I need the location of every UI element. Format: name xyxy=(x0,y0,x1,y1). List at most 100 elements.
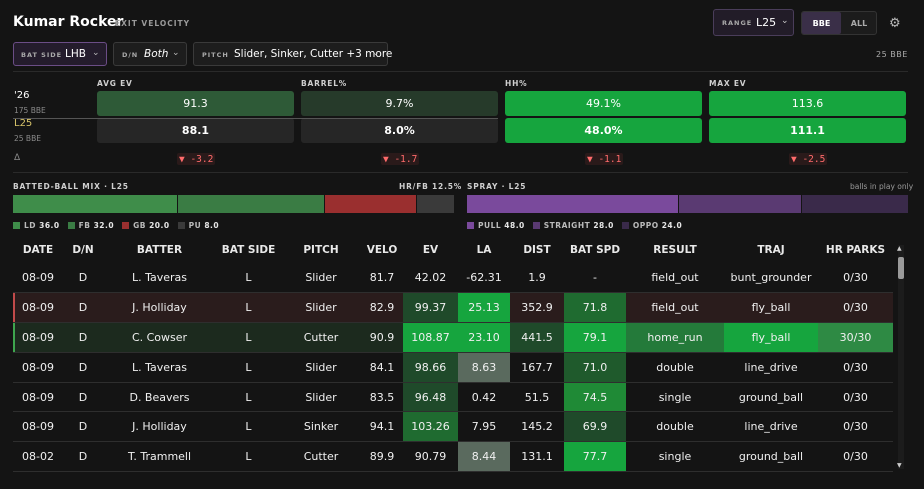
legend-label: OPPO xyxy=(632,221,662,230)
cell-hr-parks: 0/30 xyxy=(818,441,893,473)
mix-segment-ld xyxy=(13,195,177,213)
cell-traj: line_drive xyxy=(724,352,818,383)
divider xyxy=(13,172,908,173)
toggle-all[interactable]: ALL xyxy=(850,18,868,28)
cell-batter: L. Taveras xyxy=(103,352,216,383)
legend-swatch xyxy=(13,222,20,229)
bat-side-filter[interactable]: BAT SIDE LHB ⌄ xyxy=(13,42,107,66)
column-header-date[interactable]: DATE xyxy=(22,244,54,256)
table-row[interactable]: 08-09 D L. Taveras L Slider 84.1 98.66 8.63 167.… xyxy=(13,352,893,383)
cell-traj: ground_ball xyxy=(724,382,818,413)
cell-traj: line_drive xyxy=(724,411,818,443)
cell-result: single xyxy=(626,441,724,473)
toggle-bbe[interactable]: BBE xyxy=(802,12,841,34)
cell-ev: 99.37 xyxy=(403,292,458,324)
column-header-d-n[interactable]: D/N xyxy=(72,244,94,256)
table-header: DATE D/N BATTER BAT SIDE PITCH VELO EV LA DIST BA… xyxy=(13,237,893,263)
legend-value: 32.0 xyxy=(93,221,115,230)
avg-ev-delta: ▼ -3.2 xyxy=(177,153,216,165)
column-header-dist[interactable]: DIST xyxy=(523,244,551,256)
cell-ev: 98.66 xyxy=(403,352,458,383)
season-bbe-count: 175 BBE xyxy=(14,106,46,115)
gear-icon[interactable]: ⚙ xyxy=(889,16,901,31)
chevron-down-icon: ⌄ xyxy=(372,48,380,58)
mix-legend-item: FB 32.0 xyxy=(67,221,115,230)
cell-ev: 103.26 xyxy=(403,411,458,443)
column-header-hr-parks[interactable]: HR PARKS xyxy=(825,244,886,256)
column-header-batter[interactable]: BATTER xyxy=(136,244,183,256)
recent-bbe-count: 25 BBE xyxy=(14,134,41,143)
scroll-up-icon[interactable]: ▲ xyxy=(897,245,902,252)
scroll-down-icon[interactable]: ▼ xyxy=(897,462,902,469)
cell-ev: 96.48 xyxy=(403,382,458,413)
cell-la: 0.42 xyxy=(458,382,510,413)
table-row[interactable]: 08-02 D T. Trammell L Cutter 89.9 90.79 8.44 131… xyxy=(13,441,893,473)
barrel-heading: BARREL% xyxy=(301,79,348,88)
legend-value: 48.0 xyxy=(504,221,525,230)
table-row[interactable]: 08-09 D J. Holliday L Slider 82.9 99.37 25.13 35… xyxy=(13,292,893,324)
table-row[interactable]: 08-09 D D. Beavers L Slider 83.5 96.48 0.42 51.5… xyxy=(13,382,893,413)
filter-value: Both xyxy=(144,48,169,60)
cell-traj: fly_ball xyxy=(724,292,818,324)
cell-bat-spd: 71.0 xyxy=(564,352,626,383)
max-ev-delta: ▼ -2.5 xyxy=(789,153,828,165)
column-header-bat-side[interactable]: BAT SIDE xyxy=(221,244,276,256)
chevron-down-icon: ⌄ xyxy=(172,48,180,58)
cell-pitch: Slider xyxy=(281,352,361,383)
cell-result: single xyxy=(626,382,724,413)
cell-batter: L. Taveras xyxy=(103,263,216,294)
cell-bat-side: L xyxy=(216,382,281,413)
filter-value: LHB xyxy=(65,48,86,60)
avg-ev-season-value: 91.3 xyxy=(97,91,294,116)
delta-symbol: Δ xyxy=(14,153,21,163)
legend-swatch xyxy=(177,222,185,229)
cell-dist: 352.9 xyxy=(510,292,564,324)
cell-bat-spd: 79.1 xyxy=(564,322,626,353)
legend-value: 36.0 xyxy=(39,221,60,230)
cell-dist: 131.1 xyxy=(510,441,564,473)
cell-d-n: D xyxy=(63,441,103,473)
avg-ev-heading: AVG EV xyxy=(97,79,133,88)
barrel-season-value: 9.7% xyxy=(301,91,498,116)
hr-fb-rate: HR/FB 12.5% xyxy=(399,182,463,191)
scrollbar-track[interactable] xyxy=(898,245,904,469)
cell-bat-spd: 71.8 xyxy=(564,292,626,324)
column-header-pitch[interactable]: PITCH xyxy=(303,244,339,256)
range-select[interactable]: RANGE L25 ⌄ xyxy=(713,9,794,36)
cell-pitch: Slider xyxy=(281,263,361,294)
column-header-traj[interactable]: TRAJ xyxy=(757,244,785,256)
table-row[interactable]: 08-09 D C. Cowser L Cutter 90.9 108.87 23.10 441… xyxy=(13,322,893,353)
mix-legend-item: LD 36.0 xyxy=(13,221,60,230)
cell-ev: 90.79 xyxy=(403,441,458,473)
mix-segment-gb xyxy=(325,195,416,213)
cell-date: 08-09 xyxy=(13,322,63,353)
table-row[interactable]: 08-09 D J. Holliday L Sinker 94.1 103.26 7.95 14… xyxy=(13,411,893,443)
spray-segment-straight xyxy=(679,195,801,213)
cell-d-n: D xyxy=(63,411,103,443)
bbe-count: 25 BBE xyxy=(876,50,908,59)
column-header-ev[interactable]: EV xyxy=(422,244,439,256)
column-header-result[interactable]: RESULT xyxy=(653,244,697,256)
table-row[interactable]: 08-09 D L. Taveras L Slider 81.7 42.02 -62.31 1.… xyxy=(13,263,893,294)
day-night-filter[interactable]: D/N Both ⌄ xyxy=(113,42,187,66)
scrollbar[interactable]: ▲ ▼ xyxy=(897,245,905,470)
mix-segment-fb xyxy=(178,195,324,213)
cell-hr-parks: 30/30 xyxy=(818,322,893,353)
barrel-recent-value: 8.0% xyxy=(301,118,498,143)
filter-value: Slider, Sinker, Cutter +3 more xyxy=(234,48,393,60)
column-header-bat-spd[interactable]: BAT SPD xyxy=(569,244,621,256)
cell-result: field_out xyxy=(626,263,724,294)
chevron-down-icon: ⌄ xyxy=(92,48,100,58)
cell-bat-spd: 69.9 xyxy=(564,411,626,443)
cell-batter: D. Beavers xyxy=(103,382,216,413)
filter-label: BAT SIDE xyxy=(21,51,63,59)
pitch-filter[interactable]: PITCH Slider, Sinker, Cutter +3 more ⌄ xyxy=(193,42,392,66)
cell-d-n: D xyxy=(63,263,103,294)
column-header-la[interactable]: LA xyxy=(476,244,492,256)
legend-label: LD xyxy=(24,221,40,230)
scrollbar-thumb[interactable] xyxy=(898,257,904,279)
bbe-all-toggle[interactable]: BBE ALL xyxy=(801,11,877,35)
cell-la: 7.95 xyxy=(458,411,510,443)
cell-result: field_out xyxy=(626,292,724,324)
column-header-velo[interactable]: VELO xyxy=(366,244,398,256)
